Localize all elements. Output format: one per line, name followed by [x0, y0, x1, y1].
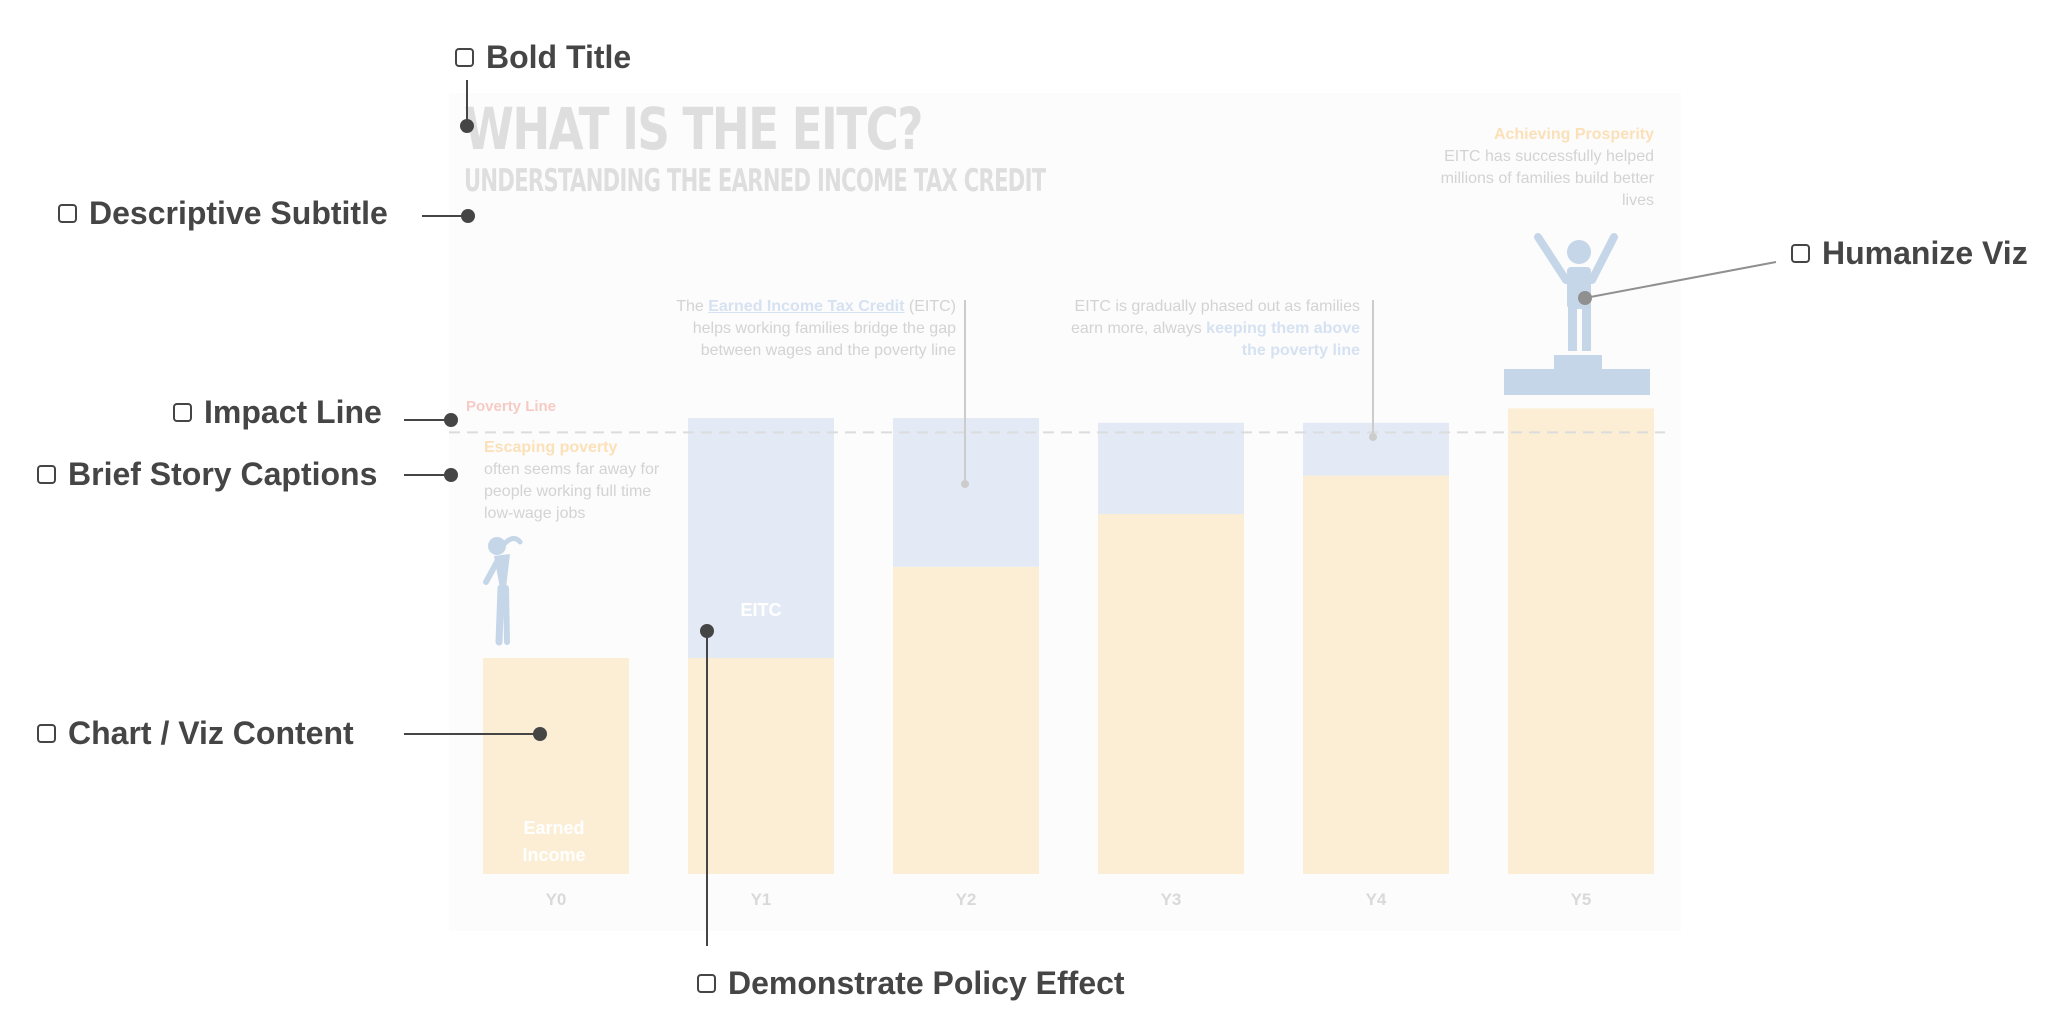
- bar-y3-earned-income: [1098, 514, 1244, 874]
- checkbox-impact-line[interactable]: [173, 403, 192, 422]
- caption-eitc-prefix: The: [676, 298, 704, 315]
- caption-achieving-prosperity: Achieving Prosperity EITC has successful…: [1440, 124, 1654, 212]
- bar-label-earned-income: Earned Income: [522, 818, 586, 865]
- x-axis-label-y3: Y3: [1160, 890, 1182, 909]
- caption-eitc-suffix: (EITC): [908, 298, 956, 315]
- poverty-line-label: Poverty Line: [466, 398, 557, 415]
- page-title: WHAT IS THE EITC?: [464, 95, 923, 163]
- caption-escaping-text: often seems far away for people working …: [484, 461, 660, 522]
- checkbox-bold-title[interactable]: [455, 48, 474, 67]
- bar-y0-earned-income: [483, 658, 629, 874]
- annotation-bold-title-label: Bold Title: [486, 39, 632, 75]
- caption-phase-out-text: EITC is gradually phased out as families…: [1071, 298, 1360, 337]
- x-axis-label-y4: Y4: [1365, 890, 1387, 909]
- annotation-impact-line-label: Impact Line: [204, 394, 382, 430]
- checkbox-humanize-viz[interactable]: [1791, 244, 1810, 263]
- annotation-brief-story-captions: Brief Story Captions: [37, 456, 377, 493]
- x-axis-label-y5: Y5: [1570, 890, 1592, 909]
- bar-y1-earned-income: [688, 658, 834, 874]
- page-subtitle: UNDERSTANDING THE EARNED INCOME TAX CRED…: [464, 163, 1046, 199]
- annotation-humanize-viz: Humanize Viz: [1791, 235, 2028, 272]
- annotation-chart-viz-content: Chart / Viz Content: [37, 715, 354, 752]
- annotation-demonstrate-policy-effect: Demonstrate Policy Effect: [697, 965, 1125, 1002]
- bar-y5-earned-income: [1508, 408, 1654, 874]
- x-axis-label-y2: Y2: [955, 890, 977, 909]
- caption-eitc-text: helps working families bridge the gap be…: [692, 320, 956, 359]
- annotation-descriptive-subtitle: Descriptive Subtitle: [58, 195, 388, 232]
- infographic-panel: [449, 93, 1681, 931]
- checkbox-demonstrate-policy-effect[interactable]: [697, 974, 716, 993]
- caption-eitc-intro: The Earned Income Tax Credit (EITC) help…: [668, 296, 956, 362]
- caption-phase-out-highlight: keeping them above the poverty line: [1206, 320, 1360, 359]
- checkbox-descriptive-subtitle[interactable]: [58, 204, 77, 223]
- annotation-chart-viz-content-label: Chart / Viz Content: [68, 715, 354, 751]
- annotation-humanize-viz-label: Humanize Viz: [1822, 235, 2028, 271]
- caption-prosperity-text: EITC has successfully helped millions of…: [1440, 148, 1654, 209]
- bar-y3-eitc: [1098, 422, 1244, 514]
- bar-y2-eitc: [893, 418, 1039, 567]
- caption-prosperity-highlight: Achieving Prosperity: [1493, 126, 1654, 143]
- x-axis-label-y0: Y0: [545, 890, 567, 909]
- bar-y2-earned-income: [893, 566, 1039, 874]
- bar-y1-eitc: [688, 418, 834, 658]
- checkbox-chart-viz-content[interactable]: [37, 724, 56, 743]
- annotation-impact-line: Impact Line: [173, 394, 382, 431]
- celebrating-person-icon: [1504, 233, 1650, 395]
- discouraged-person-icon: [483, 536, 523, 646]
- annotation-demonstrate-policy-effect-label: Demonstrate Policy Effect: [728, 965, 1125, 1001]
- bar-y4-earned-income: [1303, 475, 1449, 874]
- checkbox-brief-story-captions[interactable]: [37, 465, 56, 484]
- annotation-bold-title: Bold Title: [455, 39, 631, 76]
- caption-escaping-poverty: Escaping poverty often seems far away fo…: [484, 437, 684, 525]
- annotation-brief-story-captions-label: Brief Story Captions: [68, 456, 378, 492]
- x-axis-label-y1: Y1: [750, 890, 772, 909]
- annotation-descriptive-subtitle-label: Descriptive Subtitle: [89, 195, 388, 231]
- caption-eitc-highlight: Earned Income Tax Credit: [708, 298, 905, 315]
- caption-phase-out: EITC is gradually phased out as families…: [1054, 296, 1360, 362]
- caption-escaping-highlight: Escaping poverty: [484, 439, 618, 456]
- bar-y4-eitc: [1303, 422, 1449, 476]
- bar-label-eitc: EITC: [740, 600, 782, 620]
